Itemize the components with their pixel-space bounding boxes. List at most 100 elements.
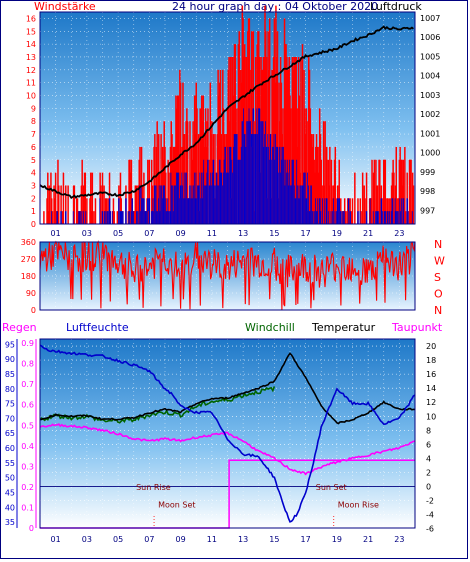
humidity-tick-label: 65 — [5, 429, 15, 438]
hour-tick-label: 13 — [238, 229, 248, 238]
windchill-label: Windchill — [245, 321, 295, 334]
pressure-tick-label: 1006 — [420, 33, 440, 42]
compass-letter: S — [434, 271, 441, 284]
pressure-line — [39, 25, 414, 200]
wind-tick-label: 1 — [31, 207, 36, 216]
temperature-tick-label: 18 — [426, 356, 436, 365]
direction-tick-label: 270 — [21, 255, 36, 264]
rain-tick-label: 0.4 — [21, 442, 34, 451]
rain-tick-label: 0.8 — [21, 360, 34, 369]
temperature-tick-label: 8 — [426, 426, 431, 435]
hour-tick-label: 21 — [363, 535, 373, 544]
wind-tick-label: 3 — [31, 181, 36, 190]
humidity-tick-label: 60 — [5, 444, 15, 453]
humidity-tick-label: 75 — [5, 400, 15, 409]
temperature-label: Temperatur — [311, 321, 376, 334]
wind-tick-label: 7 — [31, 130, 36, 139]
panel-direction-frame — [39, 241, 416, 311]
dewpoint-label: Taupunkt — [391, 321, 443, 334]
pressure-tick-label: 1004 — [420, 72, 440, 81]
rain-tick-label: 0.6 — [21, 401, 34, 410]
hour-tick-label: 19 — [332, 229, 342, 238]
direction-tick-label: 0 — [31, 306, 36, 315]
temperature-tick-label: 14 — [426, 384, 436, 393]
hour-tick-label: 07 — [144, 229, 154, 238]
humidity-tick-label: 35 — [5, 518, 15, 527]
pressure-tick-label: 1002 — [420, 110, 440, 119]
humidity-tick-label: 55 — [5, 459, 15, 468]
humidity-tick-label: 90 — [5, 355, 15, 364]
rain-tick-label: 0.2 — [21, 483, 34, 492]
hour-tick-label: 03 — [82, 229, 92, 238]
rain-tick-label: 0.3 — [21, 462, 34, 471]
temperature-line — [40, 352, 415, 425]
rain-tick-label: 0.9 — [21, 339, 34, 348]
temperature-tick-label: 20 — [426, 342, 436, 351]
wind-tick-label: 4 — [31, 169, 36, 178]
rain-label: Regen — [2, 321, 37, 334]
panel-wind-frame — [39, 11, 416, 225]
humidity-tick-label: 85 — [5, 370, 15, 379]
moonrise-label: Moon Rise — [338, 501, 379, 510]
pressure-tick-label: 1007 — [420, 14, 440, 23]
rain-tick-label: 0.1 — [21, 503, 34, 512]
hour-tick-label: 17 — [301, 229, 311, 238]
hour-tick-label: 01 — [51, 535, 61, 544]
chart-title: 24 hour graph day : 04 Oktober 2020 — [172, 0, 378, 13]
temperature-tick-label: 12 — [426, 398, 436, 407]
pressure-tick-label: 998 — [420, 187, 435, 196]
wind-tick-label: 6 — [31, 143, 36, 152]
temperature-tick-label: 6 — [426, 440, 431, 449]
wind-tick-label: 2 — [31, 194, 36, 203]
direction-tick-label: 180 — [21, 272, 36, 281]
temperature-tick-label: 10 — [426, 412, 436, 421]
temperature-tick-label: -6 — [426, 525, 434, 534]
temperature-tick-label: 2 — [426, 468, 431, 477]
hour-tick-label: 01 — [51, 229, 61, 238]
hour-tick-label: 07 — [144, 535, 154, 544]
wind-direction-line — [39, 240, 416, 310]
humidity-tick-label: 40 — [5, 503, 15, 512]
chart-marks: 0123456789101112131415169979989991000100… — [5, 5, 445, 544]
temperature-tick-label: -2 — [426, 497, 434, 506]
sunrise-label: Sun Rise — [136, 483, 171, 492]
wind-tick-label: 14 — [26, 40, 36, 49]
humidity-tick-label: 95 — [5, 340, 15, 349]
humidity-tick-label: 70 — [5, 414, 15, 423]
dewpoint-line — [39, 423, 416, 476]
temperature-tick-label: 4 — [426, 454, 431, 463]
humidity-tick-label: 45 — [5, 488, 15, 497]
hour-tick-label: 21 — [363, 229, 373, 238]
humidity-tick-label: 80 — [5, 385, 15, 394]
rain-tick-label: 0.7 — [21, 380, 34, 389]
hour-tick-label: 13 — [238, 535, 248, 544]
direction-tick-label: 90 — [26, 289, 36, 298]
hour-tick-label: 09 — [176, 229, 186, 238]
temperature-tick-label: -4 — [426, 511, 434, 520]
hour-tick-label: 23 — [394, 229, 404, 238]
hour-tick-label: 11 — [207, 229, 217, 238]
wind-tick-label: 16 — [26, 14, 36, 23]
hour-tick-label: 17 — [301, 535, 311, 544]
windchill-line — [39, 386, 276, 424]
wind-tick-label: 0 — [31, 220, 36, 229]
hour-tick-label: 15 — [269, 229, 279, 238]
wind-axis-label: Windstärke — [34, 0, 96, 13]
temperature-tick-label: 0 — [426, 483, 431, 492]
humidity-tick-label: 50 — [5, 474, 15, 483]
wind-tick-label: 8 — [31, 117, 36, 126]
wind-tick-label: 5 — [31, 156, 36, 165]
moonset-label: Moon Set — [158, 501, 195, 510]
hour-tick-label: 09 — [176, 535, 186, 544]
hour-tick-label: 05 — [113, 229, 123, 238]
hour-tick-label: 11 — [207, 535, 217, 544]
compass-letter: N — [434, 238, 442, 251]
hour-tick-label: 19 — [332, 535, 342, 544]
hour-tick-label: 05 — [113, 535, 123, 544]
pressure-tick-label: 1005 — [420, 52, 440, 61]
hour-tick-label: 23 — [394, 535, 404, 544]
humidity-line — [39, 344, 416, 523]
pressure-tick-label: 1003 — [420, 91, 440, 100]
